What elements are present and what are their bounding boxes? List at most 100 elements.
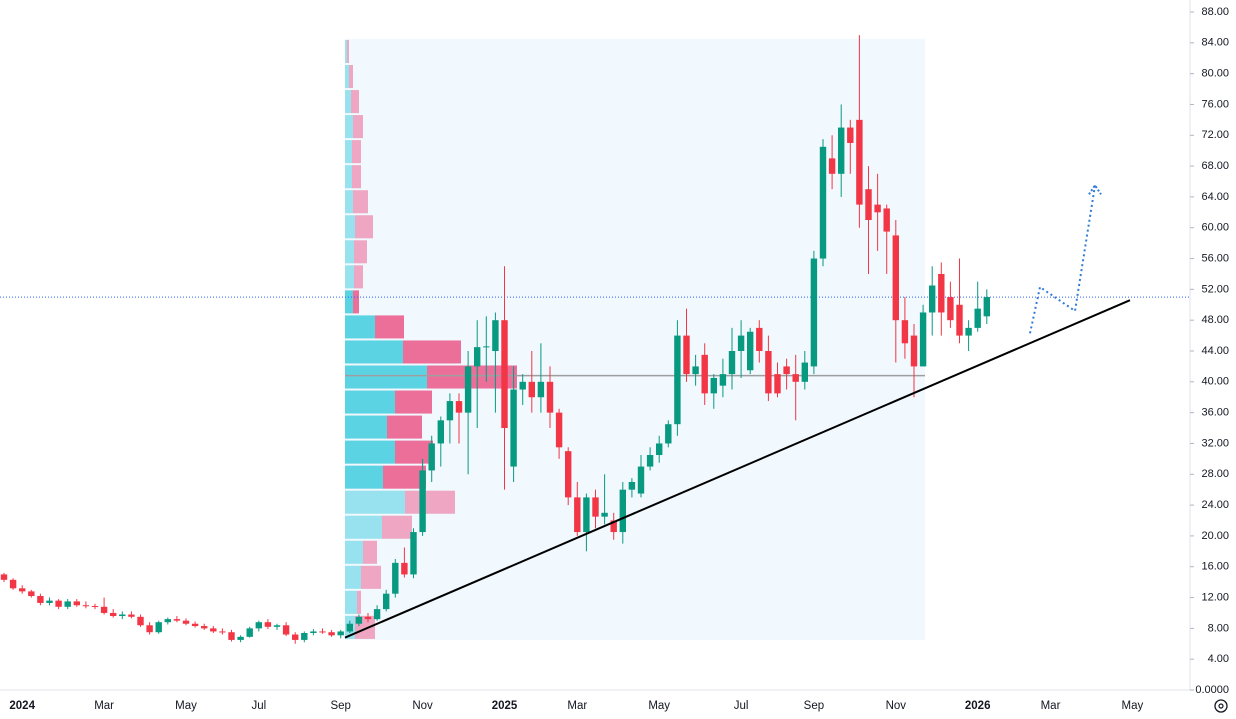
profile-down-bar — [349, 65, 353, 89]
candle-body — [119, 614, 126, 617]
profile-up-bar — [345, 415, 387, 439]
trendline — [344, 299, 1131, 639]
profile-down-bar — [352, 140, 361, 164]
candle-body — [337, 631, 344, 636]
profile-up-bar — [345, 390, 395, 414]
profile-up-bar — [345, 565, 361, 589]
profile-up-bar — [345, 165, 352, 189]
candle-body — [100, 606, 108, 613]
candle-body — [346, 623, 353, 632]
profile-down-bar — [427, 365, 517, 389]
y-tick-label: 64.00 — [1201, 191, 1229, 203]
y-tick-label: 44.00 — [1201, 345, 1229, 357]
candle-body — [264, 622, 272, 627]
candle-body — [646, 455, 654, 467]
y-tick-label: 16.00 — [1201, 561, 1229, 573]
candle-body — [19, 588, 26, 592]
profile-down-bar — [395, 440, 433, 464]
profile-up-bar — [345, 340, 403, 364]
y-tick-label: 52.00 — [1201, 283, 1229, 295]
candle-body — [373, 609, 381, 620]
projection-path — [1029, 185, 1096, 334]
profile-up-bar — [345, 90, 351, 114]
profile-up-bar — [345, 215, 355, 239]
profile-down-bar — [405, 490, 455, 514]
y-tick-label: 36.00 — [1201, 407, 1229, 419]
profile-up-bar — [345, 190, 353, 214]
candle-body — [110, 612, 117, 617]
candle-body — [956, 304, 963, 336]
candle-body — [947, 297, 954, 321]
candle-body — [182, 620, 190, 624]
profile-down-bar — [347, 39, 349, 64]
profile-up-bar — [345, 140, 352, 164]
candle-body — [674, 335, 681, 425]
candle-body — [328, 632, 335, 636]
settings-icon[interactable] — [1214, 699, 1228, 713]
x-tick-label: Sep — [804, 700, 824, 712]
candle-body — [28, 591, 35, 597]
candle-body — [546, 381, 554, 413]
candle-body — [55, 600, 62, 607]
candle-body — [555, 412, 563, 448]
profile-up-bar — [345, 115, 353, 139]
candle-body — [9, 579, 17, 589]
x-tick-label: Mar — [94, 700, 114, 712]
x-tick-label: Mar — [567, 700, 587, 712]
profile-down-bar — [357, 590, 361, 614]
candle-body — [656, 443, 663, 456]
y-tick-label: 48.00 — [1201, 314, 1229, 326]
y-tick-label: 60.00 — [1201, 222, 1229, 234]
candle-body — [792, 374, 799, 382]
profile-up-bar — [345, 465, 383, 489]
profile-up-bar — [345, 315, 375, 339]
profile-down-bar — [403, 340, 461, 364]
profile-up-bar — [345, 540, 363, 564]
candle-body — [310, 631, 317, 633]
candle-body — [938, 273, 945, 313]
candle-body — [319, 631, 326, 633]
profile-range — [345, 38, 925, 640]
candle-body — [683, 335, 690, 375]
candle-body — [765, 351, 772, 394]
candle-body — [146, 625, 153, 633]
profile-up-bar — [345, 440, 395, 464]
candle-body — [856, 119, 863, 205]
projection-arrow — [1088, 183, 1102, 195]
candle-body — [437, 420, 444, 444]
candle-body — [46, 600, 53, 603]
candle-body — [474, 347, 481, 367]
candle-body — [892, 235, 899, 321]
candle-body — [637, 466, 645, 494]
candle-body — [728, 351, 736, 375]
candle-body — [410, 532, 417, 575]
x-tick-label: 2025 — [492, 700, 518, 712]
profile-up-bar — [345, 290, 353, 314]
x-tick-label: Mar — [1041, 700, 1061, 712]
candle-body — [383, 593, 390, 610]
candle-body — [137, 616, 144, 626]
candle-body — [419, 470, 426, 533]
candle-body — [483, 346, 490, 348]
candle-body — [219, 631, 226, 633]
candle-body — [619, 489, 626, 533]
candle-body — [601, 512, 608, 517]
candle-body — [301, 632, 308, 640]
profile-down-bar — [361, 565, 381, 589]
candle-body — [965, 327, 972, 336]
candle-body — [355, 616, 363, 624]
candle-body — [392, 562, 399, 594]
candle-body — [255, 622, 262, 629]
candle-body — [537, 381, 545, 398]
x-tick-label: Sep — [330, 700, 350, 712]
candle-body — [246, 628, 253, 637]
candle-body — [592, 497, 599, 517]
candle-body — [292, 634, 299, 640]
profile-down-bar — [383, 465, 426, 489]
candle-body — [128, 614, 135, 617]
candle-body — [883, 208, 890, 232]
profile-down-bar — [352, 165, 361, 189]
candle-body — [237, 636, 244, 640]
candle-body — [191, 623, 199, 627]
x-tick-label: May — [1122, 700, 1144, 712]
